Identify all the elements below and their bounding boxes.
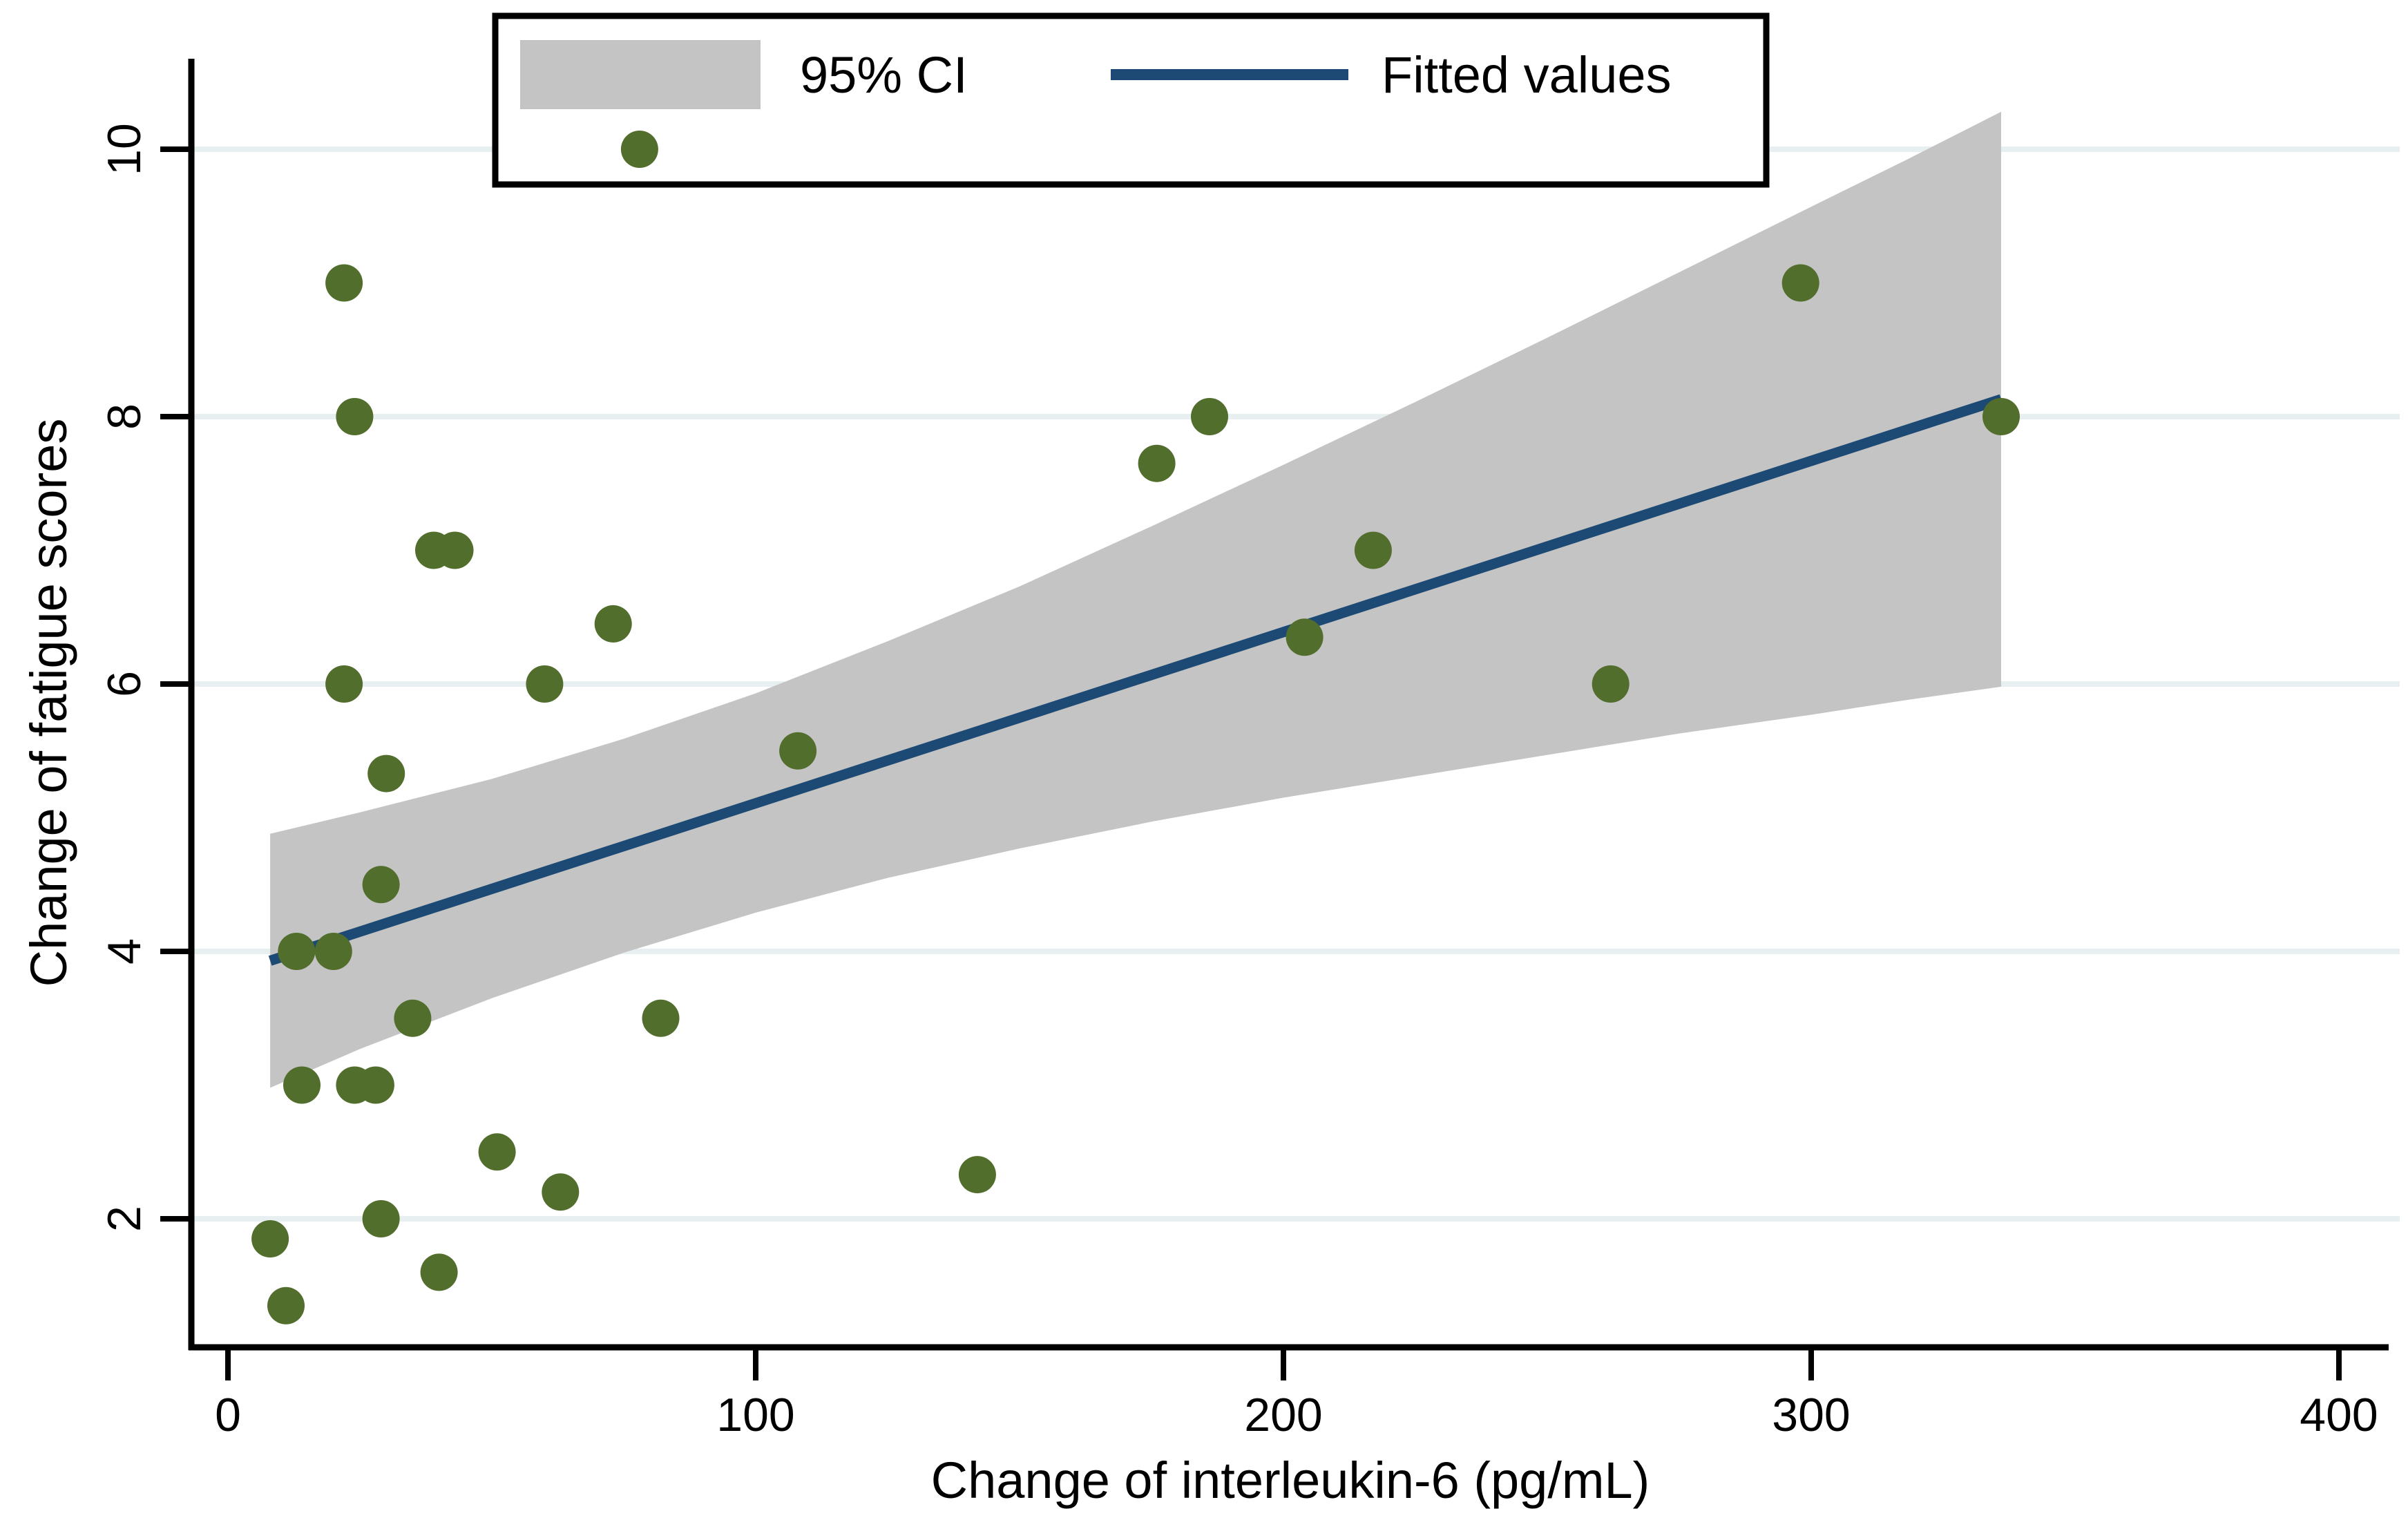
data-point — [356, 1066, 394, 1104]
data-point — [325, 665, 363, 703]
data-point — [620, 131, 658, 168]
legend-ci-label: 95% CI — [800, 46, 968, 104]
x-tick-label-200: 200 — [1244, 1389, 1322, 1441]
data-point — [336, 398, 374, 435]
data-point — [362, 866, 400, 904]
data-point — [325, 264, 363, 302]
data-point — [1982, 398, 2020, 435]
data-point — [267, 1287, 305, 1325]
fitted-values-line — [268, 394, 2003, 966]
y-tick-label-8: 8 — [98, 404, 151, 430]
data-point — [542, 1173, 580, 1211]
x-tick-label-100: 100 — [716, 1389, 794, 1441]
x-tick-label-400: 400 — [2300, 1389, 2378, 1441]
data-point — [1286, 618, 1324, 656]
data-point — [478, 1133, 516, 1171]
y-tick-label-6: 6 — [98, 671, 151, 697]
data-point — [367, 754, 405, 792]
data-point — [420, 1253, 458, 1291]
data-point — [362, 1200, 400, 1237]
y-tick-label-10: 10 — [98, 123, 151, 175]
legend: 95% CI Fitted values — [492, 12, 1770, 188]
data-point — [394, 999, 432, 1037]
legend-ci-swatch — [520, 40, 761, 109]
data-point — [436, 531, 474, 569]
data-point — [251, 1220, 289, 1257]
x-tick-label-300: 300 — [1772, 1389, 1850, 1441]
x-tick-label-0: 0 — [215, 1389, 241, 1441]
data-point — [278, 933, 316, 970]
data-point — [1354, 531, 1392, 569]
data-point — [958, 1156, 996, 1194]
data-point — [526, 665, 564, 703]
data-point — [779, 732, 817, 770]
data-point — [1592, 665, 1630, 703]
data-point — [314, 933, 352, 970]
confidence-band — [270, 111, 2001, 1088]
data-point — [594, 605, 632, 643]
scatter-points — [251, 131, 2020, 1325]
y-axis-title: Change of fatigue scores — [20, 419, 77, 987]
data-point — [642, 999, 680, 1037]
fitted-line — [268, 394, 2003, 966]
data-point — [283, 1066, 321, 1104]
data-point — [1138, 444, 1176, 482]
y-tick-label-4: 4 — [98, 938, 151, 965]
legend-fit-label: Fitted values — [1382, 46, 1672, 104]
data-point — [1191, 398, 1228, 435]
y-tick-label-2: 2 — [98, 1206, 151, 1232]
ci-band-area — [270, 111, 2001, 1088]
x-axis-title: Change of interleukin-6 (pg/mL) — [931, 1452, 1650, 1509]
data-point — [1781, 264, 1819, 302]
